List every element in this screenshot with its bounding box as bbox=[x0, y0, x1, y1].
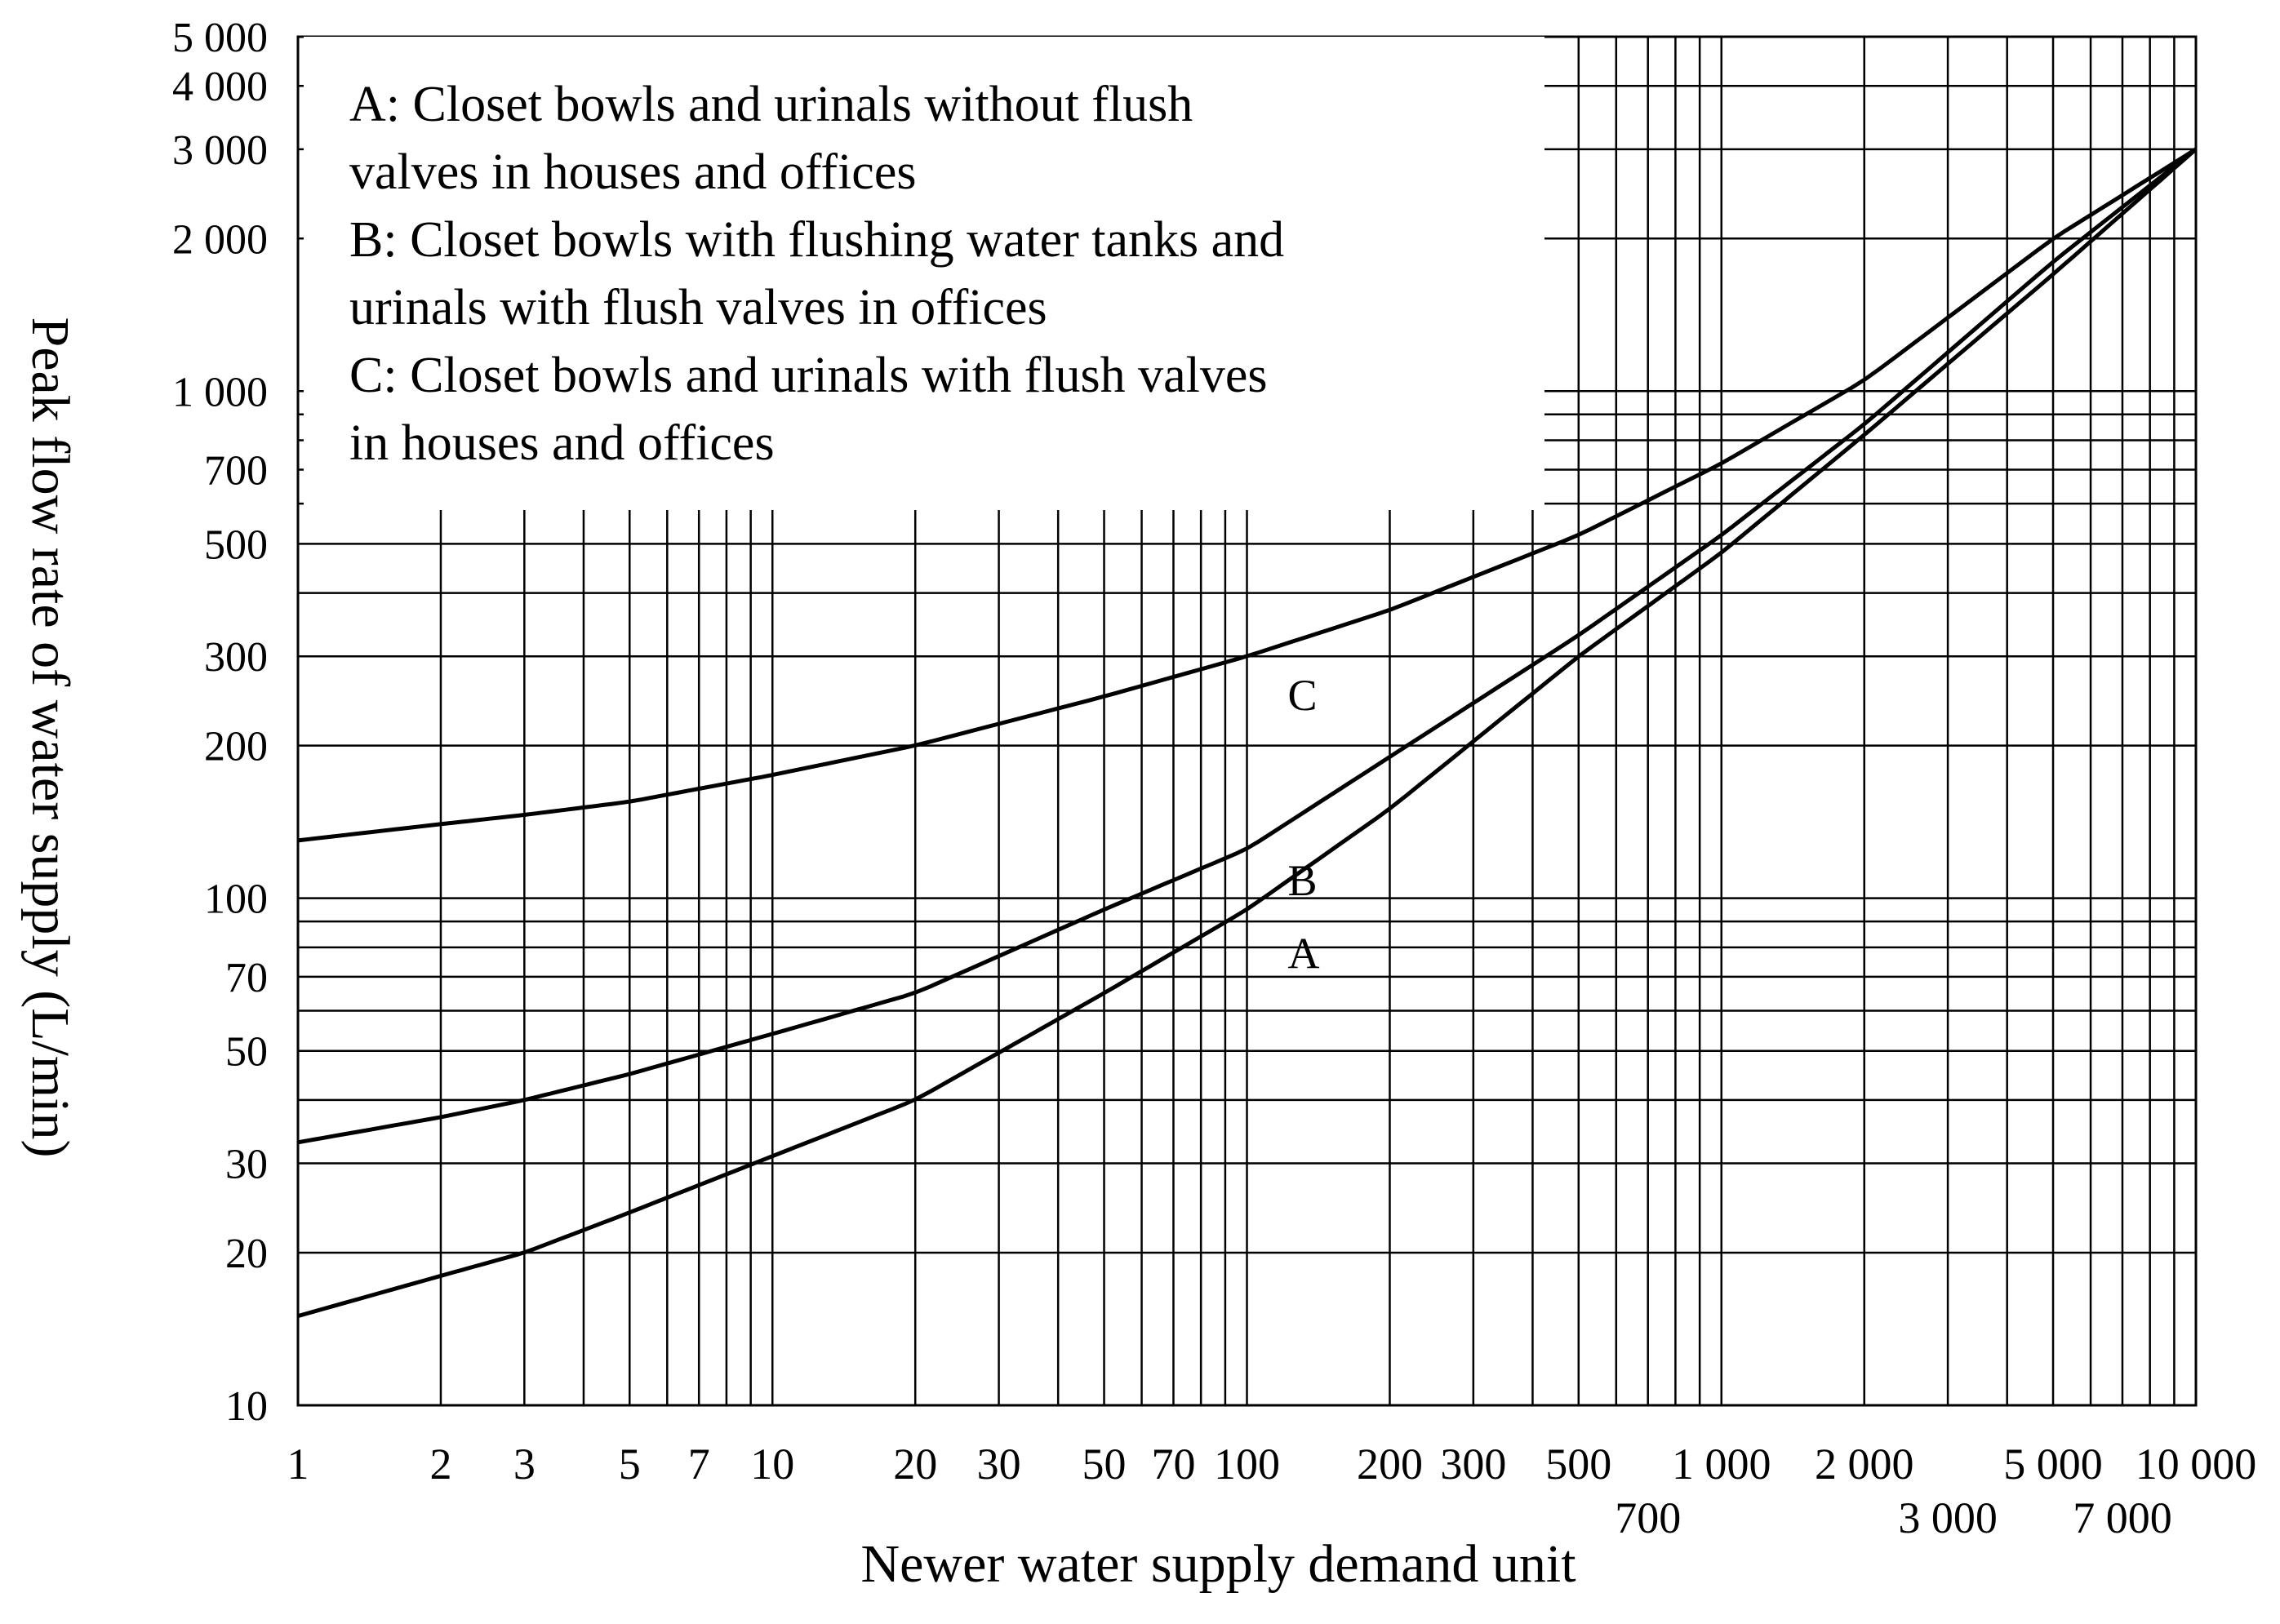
curve-label-group: C BA bbox=[1288, 671, 1320, 978]
series-line-a bbox=[297, 147, 2198, 1319]
legend-line-a2: valves in houses and offices bbox=[349, 144, 917, 200]
series-line-b bbox=[297, 147, 2198, 1145]
y-tick-label: 70 bbox=[225, 955, 268, 1001]
curve-label-b: B bbox=[1288, 856, 1318, 905]
legend-line-a1: A: Closet bowls and urinals without flus… bbox=[349, 77, 1193, 132]
curve-label-c: C bbox=[1288, 671, 1318, 720]
x-axis-title: Newer water supply demand unit bbox=[860, 1534, 1576, 1594]
x-tick-label: 5 bbox=[619, 1440, 641, 1489]
legend-line-b2: urinals with flush valves in offices bbox=[349, 280, 1047, 335]
y-tick-label: 100 bbox=[204, 876, 268, 923]
series-line-c bbox=[297, 147, 2198, 843]
y-tick-label: 4 000 bbox=[172, 64, 268, 110]
x-tick-label: 20 bbox=[893, 1440, 937, 1489]
y-axis-title: Peak flow rate of water supply (L/min) bbox=[20, 317, 80, 1157]
legend-line-c1: C: Closet bowls and urinals with flush v… bbox=[349, 348, 1268, 403]
legend-line-c2: in houses and offices bbox=[349, 415, 775, 471]
y-tick-label: 50 bbox=[225, 1029, 268, 1076]
y-tick-label: 1 000 bbox=[172, 369, 268, 415]
x-tick-label: 5 000 bbox=[2003, 1440, 2103, 1489]
legend-line-b1: B: Closet bowls with flushing water tank… bbox=[349, 212, 1285, 268]
y-tick-label: 3 000 bbox=[172, 127, 268, 174]
x-tick-label: 30 bbox=[977, 1440, 1021, 1489]
x-tick-label: 1 bbox=[287, 1440, 309, 1489]
x-tick-label: 10 bbox=[750, 1440, 794, 1489]
x-tick-label: 50 bbox=[1082, 1440, 1127, 1489]
y-tick-label: 30 bbox=[225, 1142, 268, 1188]
x-tick-label: 7 bbox=[688, 1440, 710, 1489]
x-tick-label: 1 000 bbox=[1672, 1440, 1771, 1489]
x-tick-label: 10 000 bbox=[2136, 1440, 2257, 1489]
x-tick-label: 7 000 bbox=[2073, 1493, 2172, 1542]
x-tick-label: 700 bbox=[1615, 1493, 1681, 1542]
legend: A: Closet bowls and urinals without flus… bbox=[304, 37, 1544, 510]
y-tick-label: 700 bbox=[204, 448, 268, 495]
x-tick-label: 200 bbox=[1357, 1440, 1423, 1489]
x-tick-label: 300 bbox=[1440, 1440, 1506, 1489]
y-tick-label: 10 bbox=[225, 1383, 268, 1430]
y-tick-label: 20 bbox=[225, 1231, 268, 1277]
x-tick-label: 2 000 bbox=[1815, 1440, 1914, 1489]
x-tick-label: 3 bbox=[513, 1440, 536, 1489]
x-tick-label: 3 000 bbox=[1898, 1493, 1998, 1542]
curve-label-a: A bbox=[1288, 929, 1320, 978]
y-tick-label: 2 000 bbox=[172, 216, 268, 263]
y-tick-label: 500 bbox=[204, 521, 268, 568]
y-tick-label: 5 000 bbox=[172, 15, 268, 61]
x-tick-label: 100 bbox=[1214, 1440, 1280, 1489]
series-group bbox=[297, 147, 2198, 1319]
x-tick-label: 70 bbox=[1151, 1440, 1195, 1489]
x-tick-label: 500 bbox=[1545, 1440, 1611, 1489]
y-tick-label: 200 bbox=[204, 724, 268, 770]
x-tick-label: 2 bbox=[429, 1440, 451, 1489]
y-tick-label: 300 bbox=[204, 634, 268, 681]
y-tick-labels: 10 20 30 50 70 100 200 300 500 700 1 000 2 000 3 000… bbox=[172, 15, 268, 1430]
